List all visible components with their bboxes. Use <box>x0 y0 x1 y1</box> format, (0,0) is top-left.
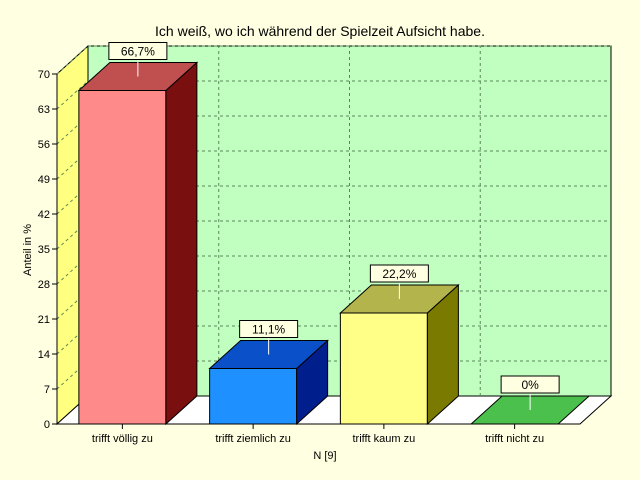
bar-front <box>78 90 167 425</box>
gridline-side <box>56 220 89 250</box>
y-tick-label: 14 <box>38 349 50 361</box>
bar: 11,1% <box>208 320 329 426</box>
y-axis: 0 7 14 21 28 35 42 49 56 63 70 <box>38 69 58 431</box>
y-tick-label: 0 <box>44 419 50 431</box>
y-axis-title: Anteil in % <box>22 224 34 276</box>
bar-front <box>209 368 298 425</box>
x-axis-title: N [9] <box>313 450 336 462</box>
y-tick-label: 21 <box>38 314 50 326</box>
y-tick-label: 42 <box>38 209 50 221</box>
bar: 0% <box>469 375 591 425</box>
chart-title: Ich weiß, wo ich während der Spielzeit A… <box>155 23 485 39</box>
gridline-side <box>56 360 89 390</box>
data-label: 66,7% <box>121 45 155 59</box>
y-tick-label: 7 <box>44 384 50 396</box>
bar-side <box>165 61 198 426</box>
y-tick-label: 63 <box>38 104 50 116</box>
y-tick-label: 35 <box>38 244 50 256</box>
y-tick-label: 70 <box>38 69 50 81</box>
gridline-side <box>56 255 89 285</box>
x-tick-label: trifft ziemlich zu <box>215 433 291 445</box>
data-label: 22,2% <box>382 267 416 281</box>
gridline-side <box>56 185 89 215</box>
gridline-side <box>56 150 89 180</box>
y-tick-label: 56 <box>38 139 50 151</box>
gridline-side <box>56 325 89 355</box>
data-label: 0% <box>521 378 539 392</box>
data-label-box <box>500 375 560 394</box>
data-label-box <box>369 264 429 283</box>
bar-series: 66,7% 11,1% 22,2% 0% <box>77 42 591 426</box>
gridline-side <box>56 290 89 320</box>
x-tick-label: trifft kaum zu <box>352 433 415 445</box>
y-tick-label: 49 <box>38 174 50 186</box>
x-tick-label: trifft völlig zu <box>92 433 153 445</box>
x-tick-label: trifft nicht zu <box>485 433 544 445</box>
x-axis: trifft völlig zu trifft ziemlich zu trifft… <box>57 423 580 445</box>
gridline-side <box>56 115 89 145</box>
bar: 66,7% <box>77 42 199 426</box>
y-tick-label: 28 <box>38 279 50 291</box>
data-label-box <box>239 320 299 338</box>
data-label-box <box>108 42 168 60</box>
bar-front <box>339 312 428 425</box>
bar: 22,2% <box>339 264 460 426</box>
data-label: 11,1% <box>252 323 285 337</box>
gridlines <box>56 45 611 396</box>
gridline-side <box>56 80 89 110</box>
gridline-side <box>56 45 89 75</box>
